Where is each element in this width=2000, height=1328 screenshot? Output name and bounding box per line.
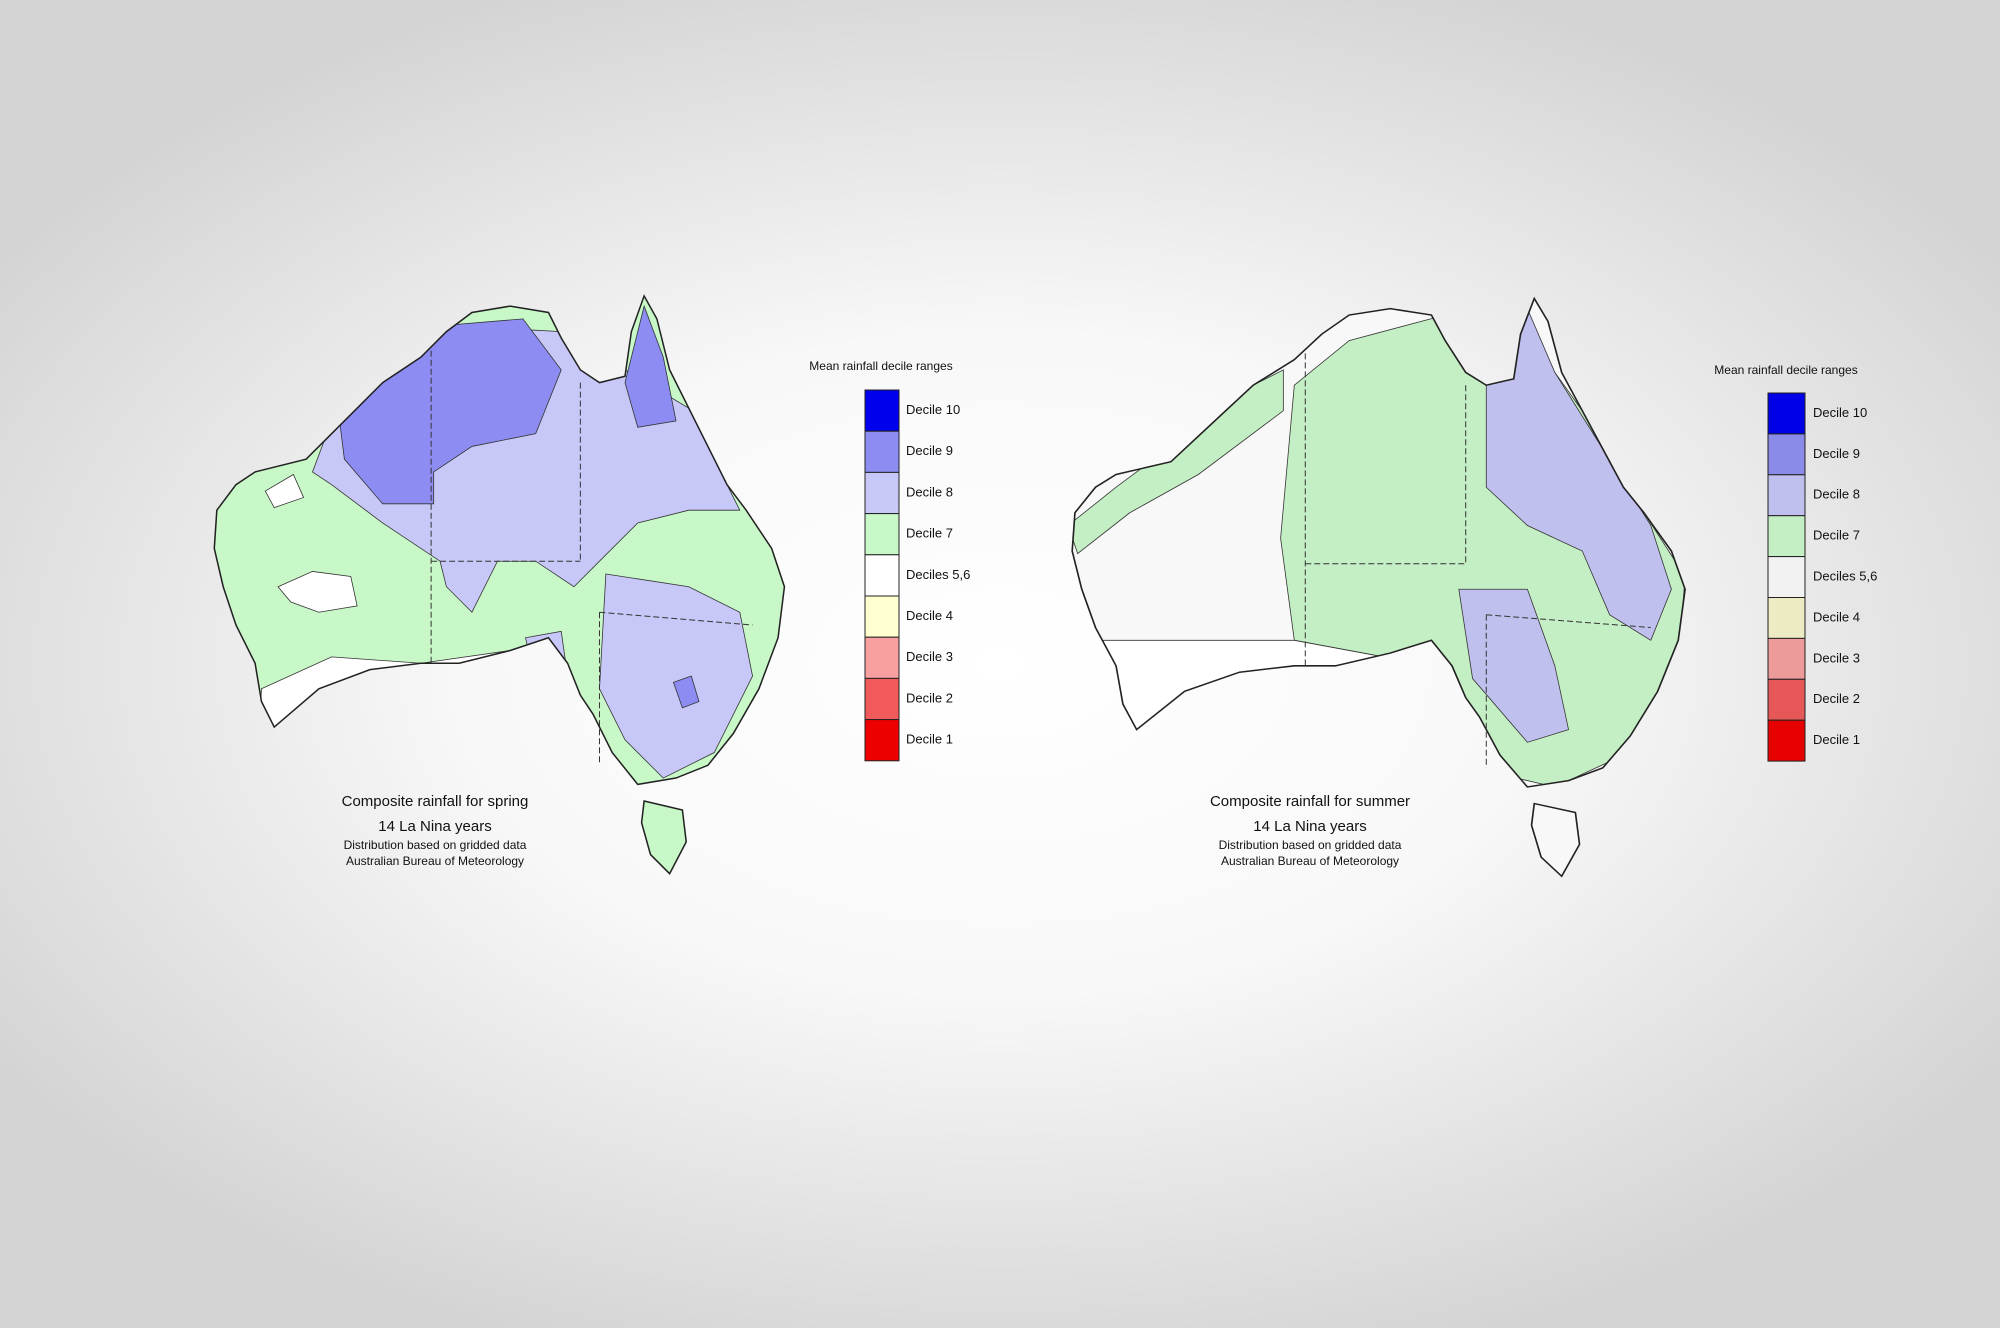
legend-label: Decile 8	[906, 484, 953, 499]
legend-label: Deciles 5,6	[906, 567, 970, 582]
legend-swatch	[1767, 474, 1806, 517]
legend-label: Deciles 5,6	[1813, 568, 1877, 583]
state-borders	[1305, 353, 1651, 768]
spring-map	[213, 295, 786, 875]
legend-swatch	[1767, 556, 1806, 598]
legend-swatch	[1767, 597, 1806, 639]
legend-swatch	[1767, 637, 1806, 680]
legend-swatch	[864, 719, 900, 762]
legend-title: Mean rainfall decile ranges	[1714, 363, 1857, 377]
legend-label: Decile 1	[1813, 732, 1860, 747]
legend-swatch	[864, 389, 900, 432]
legend-label: Decile 10	[1813, 405, 1867, 420]
caption-line: 14 La Nina years	[1253, 818, 1366, 835]
legend-label: Decile 3	[906, 649, 953, 664]
legend-swatch	[1767, 515, 1806, 558]
legend-swatch	[864, 595, 900, 638]
legend-swatch	[864, 677, 900, 721]
legend-swatch	[864, 513, 900, 556]
legend-swatch	[864, 430, 900, 473]
caption-line: Distribution based on gridded data	[344, 838, 527, 852]
legend-swatch	[864, 636, 900, 679]
summer-map	[1071, 297, 1686, 878]
legend-label: Decile 2	[906, 690, 953, 705]
legend-swatch	[1767, 433, 1806, 476]
decile-8-region	[1459, 309, 1672, 743]
legend-swatch	[1767, 719, 1806, 762]
legend-label: Decile 7	[906, 526, 953, 541]
legend-title: Mean rainfall decile ranges	[809, 359, 952, 373]
caption-line: 14 La Nina years	[378, 818, 491, 835]
legend-swatch	[864, 471, 900, 515]
legend-label: Decile 9	[906, 443, 953, 458]
caption-line: Australian Bureau of Meteorology	[1221, 854, 1399, 868]
legend-label: Decile 9	[1813, 446, 1860, 461]
legend-label: Decile 1	[906, 732, 953, 747]
caption-line: Distribution based on gridded data	[1219, 838, 1402, 852]
caption-line: Australian Bureau of Meteorology	[346, 854, 524, 868]
legend-label: Decile 4	[1813, 609, 1860, 624]
legend-swatch	[1767, 678, 1806, 721]
caption-line: Composite rainfall for spring	[342, 793, 529, 810]
legend-label: Decile 7	[1813, 528, 1860, 543]
legend-label: Decile 4	[906, 608, 953, 623]
legend-swatch	[864, 554, 900, 597]
decile-9-region	[673, 676, 699, 708]
legend-swatch	[1767, 392, 1806, 435]
legend-label: Decile 2	[1813, 691, 1860, 706]
legend-label: Decile 3	[1813, 650, 1860, 665]
legend-label: Decile 8	[1813, 487, 1860, 502]
state-borders	[431, 351, 752, 766]
caption-line: Composite rainfall for summer	[1210, 793, 1410, 810]
legend-label: Decile 10	[906, 402, 960, 417]
